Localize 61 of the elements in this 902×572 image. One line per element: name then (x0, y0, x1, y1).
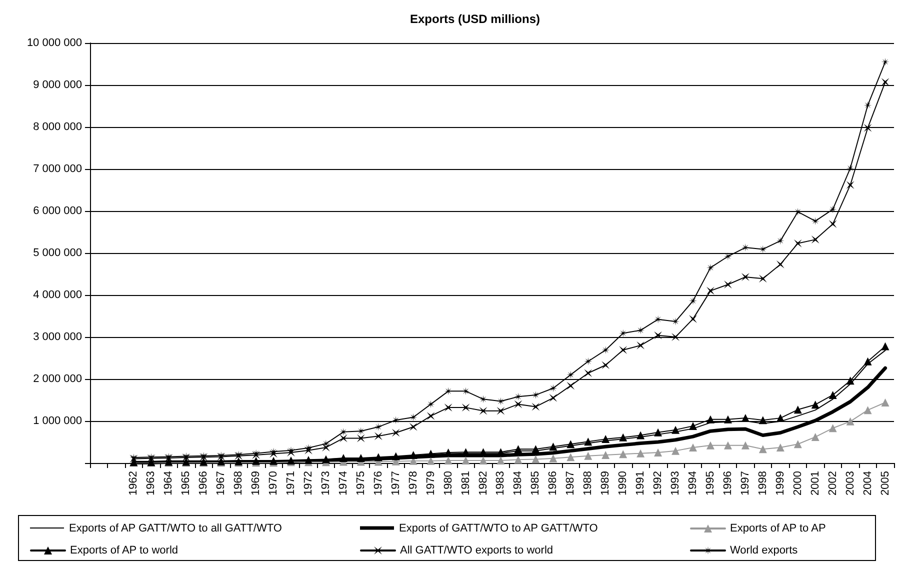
x-tick-label: 1974 (337, 471, 350, 496)
x-tick-label: 1980 (442, 471, 454, 496)
x-tick-label: 1968 (232, 471, 245, 496)
x-tick-label: 1981 (460, 471, 472, 496)
x-tick-label: 1982 (477, 471, 490, 496)
y-tick-label: 5 000 000 (33, 247, 82, 259)
x-tick-label: 1969 (250, 471, 262, 496)
x-tick-label: 1962 (128, 471, 140, 496)
x-tick-label: 1965 (180, 471, 192, 496)
legend-label: Exports of GATT/WTO to AP GATT/WTO (399, 522, 598, 534)
x-tick-label: 1992 (652, 471, 664, 496)
y-tick-label: 9 000 000 (33, 79, 82, 91)
x-tick-label: 1970 (268, 471, 280, 496)
x-tick-label: 1979 (424, 471, 437, 496)
x-tick-label: 2002 (826, 471, 839, 496)
x-tick-label: 1975 (354, 471, 367, 496)
x-tick-label: 1977 (390, 471, 402, 496)
x-tick-label: 1971 (285, 471, 297, 496)
x-tick-label: 1973 (320, 471, 332, 496)
x-tick-label: 1986 (547, 471, 560, 496)
y-tick-label: 10 000 000 (26, 37, 82, 49)
x-tick-label: 1990 (617, 471, 630, 496)
x-tick-label: 1988 (582, 471, 594, 496)
x-tick-label: 1998 (756, 471, 769, 496)
x-tick-label: 1978 (407, 471, 420, 496)
x-tick-label: 2003 (844, 471, 856, 496)
x-tick-label: 2000 (792, 471, 804, 496)
y-tick-label: 4 000 000 (33, 289, 82, 301)
y-tick-label: 1 000 000 (33, 415, 82, 427)
x-tick-label: 1985 (530, 471, 542, 496)
legend-label: Exports of AP to world (70, 544, 178, 556)
legend-label: Exports of AP to AP (730, 522, 826, 534)
x-tick-label: 1963 (145, 471, 158, 496)
x-tick-label: 2005 (879, 471, 892, 496)
x-tick-label: 1967 (215, 471, 228, 496)
x-tick-label: 1966 (198, 471, 210, 496)
y-tick-label: 7 000 000 (33, 163, 82, 175)
x-tick-label: 1995 (704, 471, 716, 496)
x-tick-label: 1964 (162, 471, 175, 496)
x-tick-label: 1987 (564, 471, 577, 496)
x-tick-label: 1999 (774, 471, 786, 496)
x-tick-label: 1976 (372, 471, 384, 496)
x-tick-label: 1984 (512, 471, 524, 496)
x-tick-label: 1991 (634, 471, 647, 496)
x-tick-label: 2001 (809, 471, 822, 496)
chart-title: Exports (USD millions) (410, 12, 540, 26)
legend-label: Exports of AP GATT/WTO to all GATT/WTO (69, 522, 282, 534)
x-tick-label: 2004 (862, 471, 874, 496)
y-tick-label: 8 000 000 (33, 121, 82, 133)
x-tick-label: 1997 (739, 471, 752, 496)
x-tick-label: 1983 (494, 471, 507, 496)
x-tick-label: 1972 (302, 471, 314, 496)
x-tick-label: 1993 (670, 471, 682, 496)
x-tick-label: 1989 (600, 471, 612, 496)
x-tick-label: 1996 (722, 471, 734, 496)
x-tick-label: 1994 (687, 471, 699, 496)
legend-label: All GATT/WTO exports to world (400, 544, 554, 556)
y-tick-label: 2 000 000 (33, 373, 82, 385)
y-tick-label: 3 000 000 (33, 331, 82, 343)
legend-label: World exports (730, 544, 798, 556)
y-tick-label: 6 000 000 (33, 205, 82, 217)
